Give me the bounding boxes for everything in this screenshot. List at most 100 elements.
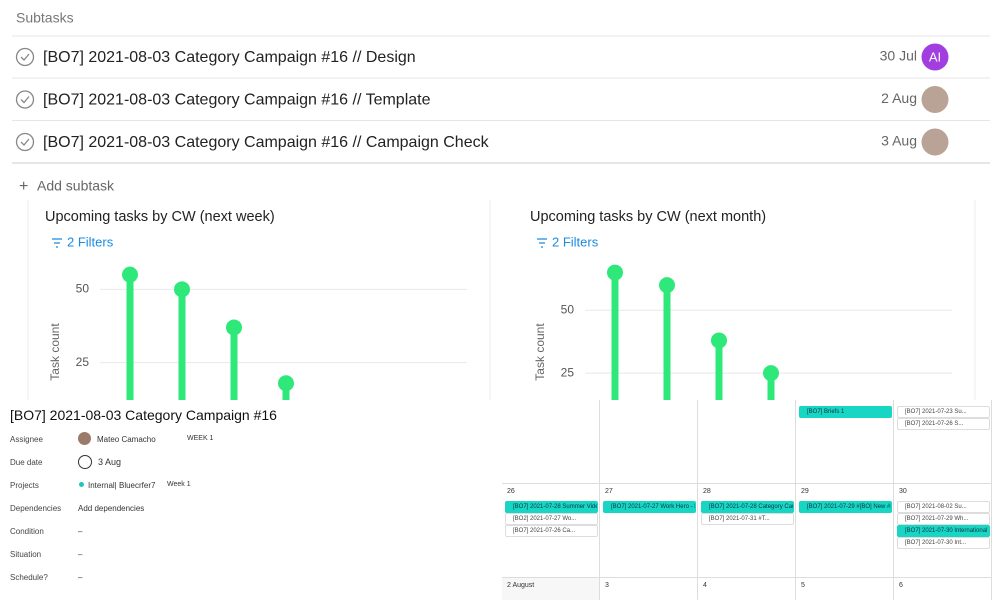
field-label: Dependencies — [10, 504, 62, 513]
check-mark — [20, 96, 30, 104]
stem — [663, 285, 671, 400]
check-icon[interactable] — [15, 132, 35, 152]
check-mark — [20, 138, 30, 146]
subtask-name[interactable]: [BO7] 2021-08-03 Category Campaign #16 /… — [43, 134, 490, 151]
chart-title: Upcoming tasks by CW (next week) — [45, 209, 275, 225]
dot — [711, 332, 727, 349]
dot — [226, 319, 242, 336]
field-value[interactable]: – — [78, 527, 83, 536]
day-number: 26 — [507, 488, 515, 495]
calendar: [BO7] Briefs 1 [BO7] 2021-07-23 Su... [BO7… — [502, 400, 1000, 600]
stem — [282, 383, 290, 400]
event-chip[interactable]: [BO7] 2021-08-02 Su... — [897, 501, 990, 513]
check-icon[interactable] — [15, 90, 35, 109]
day-number: 29 — [801, 488, 809, 495]
stem — [230, 327, 238, 400]
y-tick-label: 50 — [561, 302, 575, 316]
field-label: Due date — [10, 458, 43, 467]
field-tag[interactable]: Week 1 — [167, 481, 191, 488]
field-value[interactable]: 3 Aug — [98, 457, 122, 467]
event-chip[interactable]: [BO7] 2021-07-26 Ca... — [505, 525, 598, 537]
project-dot — [79, 482, 84, 487]
event-chip[interactable]: [BO2] 2021-07-27 Wo... — [505, 513, 598, 525]
due-date: 3 Aug — [881, 133, 917, 149]
event-chip[interactable]: [BO7] 2021-07-28 Category Cam... — [701, 501, 794, 513]
event-chip[interactable]: [BO7] 2021-07-26 S... — [897, 418, 990, 430]
event-chip[interactable]: [BO7] 2021-07-29 Wh... — [897, 513, 990, 525]
field-label: Assignee — [10, 435, 43, 444]
top-pane: Subtasks [BO7] 2021-08-03 Category Campai… — [12, 10, 990, 400]
day-cell — [698, 578, 796, 600]
stem — [767, 373, 775, 400]
filter-icon — [52, 238, 62, 248]
avatar — [921, 43, 949, 71]
dot — [174, 281, 190, 298]
y-tick-label: 50 — [76, 282, 90, 296]
day-cell — [600, 484, 698, 578]
day-number: 5 — [801, 582, 805, 589]
section-title: Subtasks — [16, 10, 74, 26]
day-cell — [502, 400, 600, 484]
day-number: 3 — [605, 582, 609, 589]
event-chip[interactable]: [BO7] 2021-07-31 #T... — [701, 513, 794, 525]
event-chip[interactable]: [BO7] 2021-07-29 #[BO] New #3... — [799, 501, 892, 513]
add-subtask[interactable]: Add subtask — [37, 178, 115, 194]
day-cell — [894, 578, 992, 600]
add-icon: + — [19, 178, 28, 195]
event-chip[interactable]: [BO7] 2021-07-30 International — [897, 525, 990, 537]
stem — [611, 272, 619, 400]
calendar-icon — [78, 455, 92, 469]
field-label: Schedule? — [10, 573, 48, 582]
filter-link[interactable]: 2 Filters — [67, 234, 114, 249]
day-cell — [698, 400, 796, 484]
subtask-name[interactable]: [BO7] 2021-08-03 Category Campaign #16 /… — [43, 49, 416, 66]
dot — [659, 277, 675, 294]
dot — [607, 264, 623, 281]
stem — [126, 274, 134, 400]
field-label: Situation — [10, 550, 42, 559]
field-value[interactable]: Add dependencies — [78, 504, 145, 513]
field-label: Projects — [10, 481, 39, 490]
stem — [178, 289, 186, 400]
subtask-name[interactable]: [BO7] 2021-08-03 Category Campaign #16 /… — [43, 92, 431, 109]
day-cell — [796, 578, 894, 600]
filter-link[interactable]: 2 Filters — [552, 234, 599, 249]
avatar — [78, 432, 91, 445]
due-date: 2 Aug — [881, 90, 917, 106]
field-value[interactable]: Internal| Bluecrfer7 — [88, 481, 156, 490]
dot — [763, 365, 779, 382]
field-value[interactable]: Mateo Camacho — [97, 435, 156, 444]
day-cell — [600, 578, 698, 600]
stem — [715, 340, 723, 400]
event-chip[interactable]: [BO7] 2021-07-28 Summer Video — [505, 501, 598, 513]
field-label: Condition — [10, 527, 44, 536]
y-tick-label: 25 — [76, 355, 90, 369]
chart-title: Upcoming tasks by CW (next month) — [530, 209, 766, 225]
check-icon[interactable] — [15, 47, 35, 67]
day-cell — [698, 484, 796, 578]
filter-icon — [537, 238, 547, 248]
avatar — [921, 86, 949, 113]
day-cell — [502, 578, 600, 600]
y-axis-label: Task count — [533, 323, 547, 381]
dot — [122, 266, 138, 283]
day-number: 27 — [605, 488, 613, 495]
day-number: 6 — [899, 582, 903, 589]
day-number: 30 — [899, 488, 907, 495]
day-cell — [796, 484, 894, 578]
day-number: 2 August — [507, 582, 535, 589]
event-chip[interactable]: [BO7] 2021-07-30 Int... — [897, 537, 990, 549]
due-date: 30 Jul — [880, 48, 917, 64]
event-chip[interactable]: [BO7] 2021-07-23 Su... — [897, 406, 990, 418]
field-value[interactable]: – — [78, 573, 83, 582]
task-detail: [BO7] 2021-08-03 Category Campaign #16 As… — [0, 400, 500, 600]
event-chip[interactable]: [BO7] Briefs 1 — [799, 406, 892, 418]
avatar-initials: AI — [929, 49, 941, 64]
event-chip[interactable]: [BO7] 2021-07-27 Work Hero - Pre... — [603, 501, 696, 513]
y-tick-label: 25 — [561, 365, 575, 379]
field-value[interactable]: – — [78, 550, 83, 559]
dot — [278, 375, 294, 392]
field-tag[interactable]: WEEK 1 — [187, 435, 214, 442]
check-mark — [20, 53, 30, 61]
